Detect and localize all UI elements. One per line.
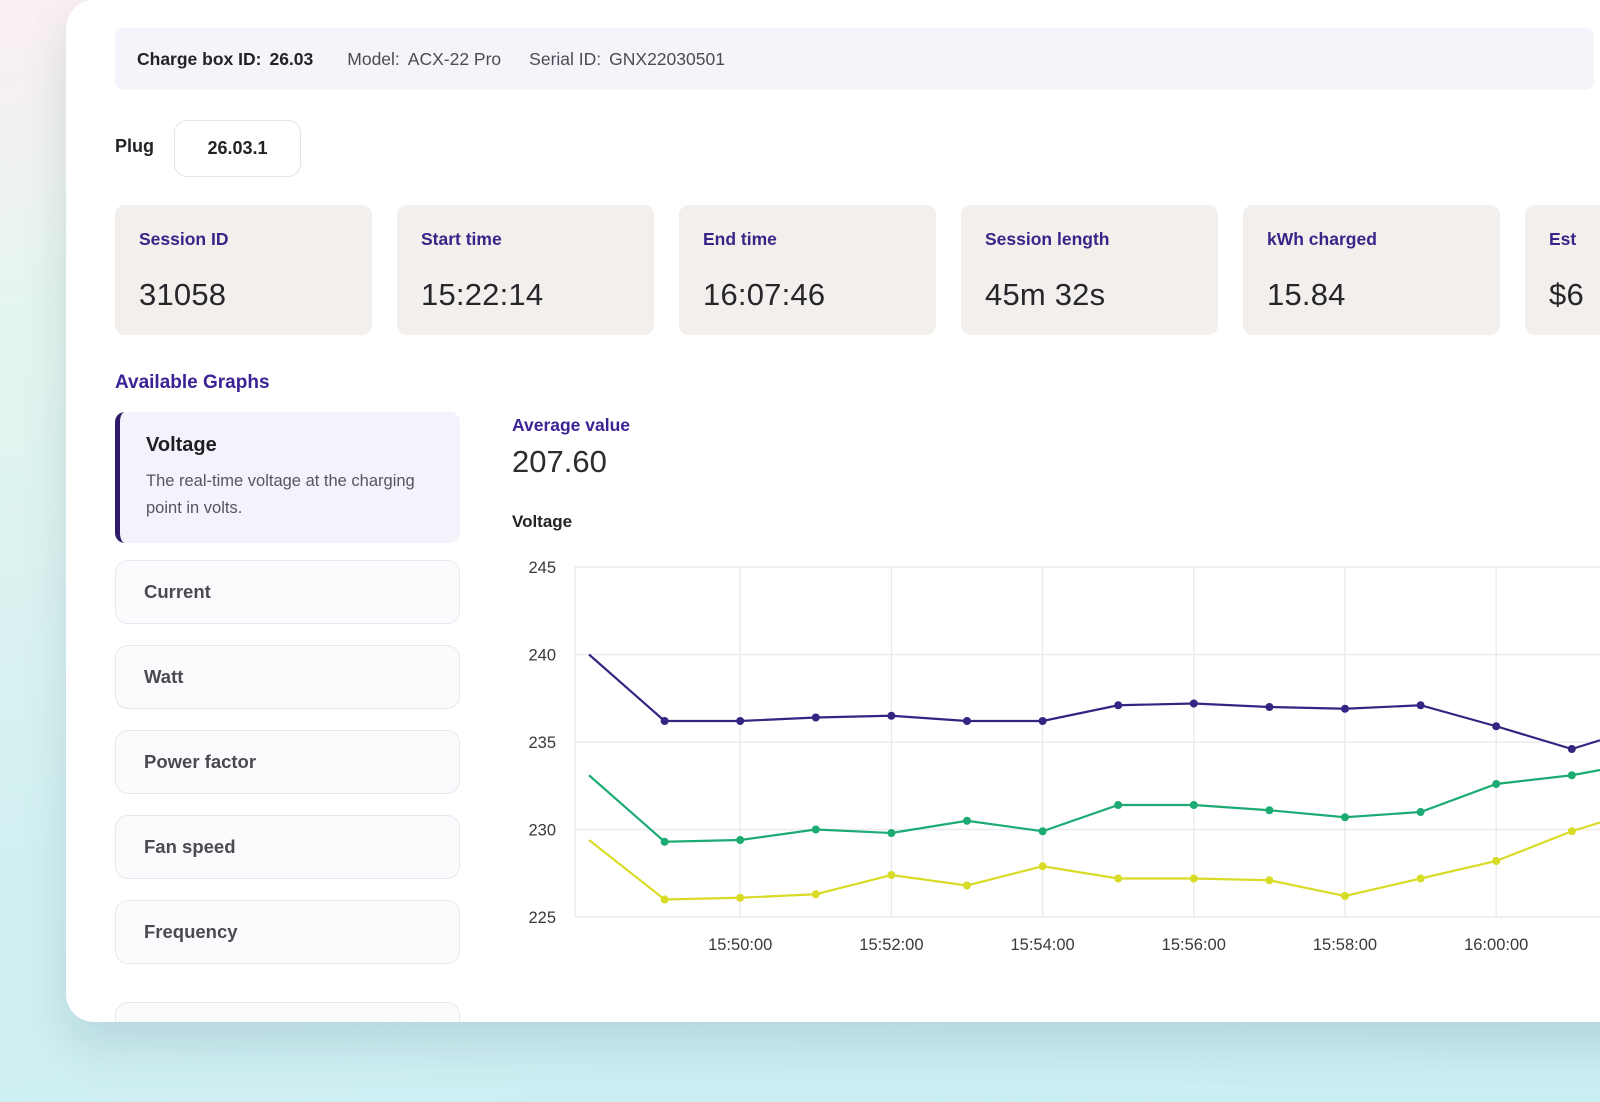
stat-card-session-length: Session length 45m 32s bbox=[961, 205, 1218, 335]
sidebar-item-current[interactable]: Current bbox=[115, 560, 460, 624]
average-value: 207.60 bbox=[512, 444, 607, 480]
stat-value: 16:07:46 bbox=[703, 277, 825, 313]
graphs-sidebar: Voltage The real-time voltage at the cha… bbox=[115, 412, 460, 543]
sidebar-item-frequency[interactable]: Frequency bbox=[115, 900, 460, 964]
session-detail-card: Charge box ID: 26.03 Model: ACX-22 Pro S… bbox=[66, 0, 1600, 1022]
voltage-line-chart: 245 240 235 230 225 15:50:00 15:52:00 15:54:00 1… bbox=[512, 559, 1600, 961]
average-value-label: Average value bbox=[512, 415, 630, 436]
stat-label: Est bbox=[1549, 229, 1576, 250]
model-label: Model: bbox=[347, 49, 400, 70]
stat-card-kwh-charged: kWh charged 15.84 bbox=[1243, 205, 1500, 335]
stat-label: Session ID bbox=[139, 229, 228, 250]
sidebar-item-voltage-selected[interactable]: Voltage The real-time voltage at the cha… bbox=[115, 412, 460, 543]
svg-text:16:00:00: 16:00:00 bbox=[1464, 936, 1528, 954]
stat-card-session-id: Session ID 31058 bbox=[115, 205, 372, 335]
sidebar-item-power-factor[interactable]: Power factor bbox=[115, 730, 460, 794]
chargebox-id-label: Charge box ID: bbox=[137, 49, 261, 70]
chargebox-header-bar: Charge box ID: 26.03 Model: ACX-22 Pro S… bbox=[115, 28, 1594, 90]
stat-value: 15:22:14 bbox=[421, 277, 543, 313]
graph-item-title: Voltage bbox=[146, 434, 217, 457]
svg-text:240: 240 bbox=[528, 647, 556, 665]
serial-id-label: Serial ID: bbox=[529, 49, 601, 70]
svg-text:225: 225 bbox=[528, 909, 556, 927]
stat-value: 15.84 bbox=[1267, 277, 1346, 313]
chargebox-id-value: 26.03 bbox=[269, 49, 313, 70]
stat-label: End time bbox=[703, 229, 777, 250]
plug-selector-button[interactable]: 26.03.1 bbox=[174, 120, 301, 177]
svg-text:15:52:00: 15:52:00 bbox=[859, 936, 923, 954]
stat-card-end-time: End time 16:07:46 bbox=[679, 205, 936, 335]
svg-text:15:56:00: 15:56:00 bbox=[1162, 936, 1226, 954]
sidebar-item-watt[interactable]: Watt bbox=[115, 645, 460, 709]
chart-title: Voltage bbox=[512, 512, 572, 532]
sidebar-item-partially-visible[interactable] bbox=[115, 1002, 460, 1022]
model-value: ACX-22 Pro bbox=[408, 49, 501, 70]
sidebar-item-fan-speed[interactable]: Fan speed bbox=[115, 815, 460, 879]
serial-id-value: GNX22030501 bbox=[609, 49, 725, 70]
stat-value: 31058 bbox=[139, 277, 226, 313]
stat-label: Session length bbox=[985, 229, 1109, 250]
stat-value: 45m 32s bbox=[985, 277, 1105, 313]
graph-item-description: The real-time voltage at the charging po… bbox=[146, 468, 442, 521]
stat-label: Start time bbox=[421, 229, 502, 250]
session-stats-row: Session ID 31058 Start time 15:22:14 End… bbox=[115, 205, 1600, 335]
svg-text:235: 235 bbox=[528, 734, 556, 752]
svg-text:15:54:00: 15:54:00 bbox=[1010, 936, 1074, 954]
svg-text:230: 230 bbox=[528, 822, 556, 840]
stat-value: $6 bbox=[1549, 277, 1584, 313]
svg-text:15:50:00: 15:50:00 bbox=[708, 936, 772, 954]
stat-label: kWh charged bbox=[1267, 229, 1377, 250]
svg-text:245: 245 bbox=[528, 559, 556, 577]
plug-label: Plug bbox=[115, 136, 154, 157]
stat-card-estimated-cost-clipped: Est $6 bbox=[1525, 205, 1600, 335]
stat-card-start-time: Start time 15:22:14 bbox=[397, 205, 654, 335]
svg-text:15:58:00: 15:58:00 bbox=[1313, 936, 1377, 954]
available-graphs-heading: Available Graphs bbox=[115, 372, 270, 394]
